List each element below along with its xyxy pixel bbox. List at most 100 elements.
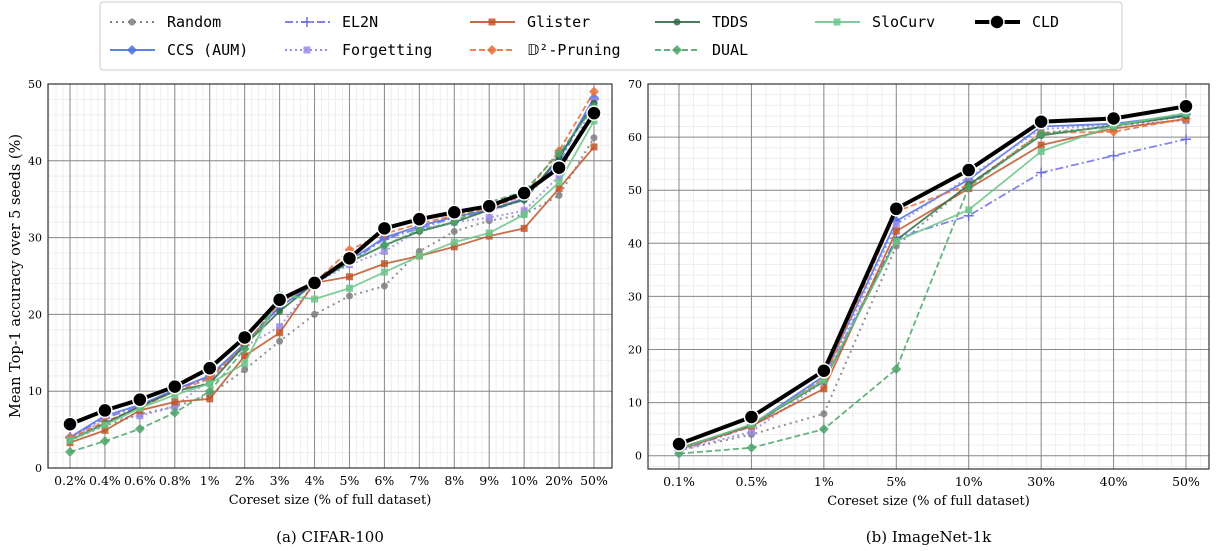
series-tdds [675,112,1190,452]
y-tick-label: 10 [628,397,642,410]
data-point [206,395,214,403]
data-point [136,412,144,420]
data-point [65,446,75,457]
series-line [69,112,596,427]
legend-marker [672,45,682,55]
legend-label: SloCurv [872,13,935,31]
series-line [678,112,1187,450]
data-point [380,268,388,276]
data-point [414,224,425,235]
legend-entry: EL2N [285,13,378,31]
data-point [555,184,563,192]
y-tick-label: 20 [628,344,642,357]
y-tick-label: 50 [628,184,642,197]
data-point [241,352,249,360]
series-line [69,120,595,442]
x-tick-label: 5% [340,473,360,488]
data-point [276,323,284,331]
data-point [743,409,760,425]
x-tick-label: 0.2% [54,473,86,488]
legend-entry: Forgetting [285,41,432,59]
data-point [66,436,74,444]
data-point [1108,150,1119,161]
data-point [551,159,567,176]
series-line [678,117,1187,450]
legend-entry: 𝔻²-Pruning [470,41,621,59]
legend-marker [833,18,841,26]
x-tick-label: 0.6% [124,473,156,488]
data-point [411,211,428,227]
y-tick-label: 30 [28,232,42,245]
series-line [678,114,1187,452]
y-tick-label: 40 [28,155,42,168]
data-point [963,182,974,193]
series-line [69,137,595,442]
data-point [820,410,828,418]
legend-label: 𝔻²-Pruning [527,41,621,59]
data-point [169,407,180,418]
data-point [99,436,110,447]
data-point [520,224,528,232]
legend-label: Forgetting [342,41,432,59]
data-point [671,436,687,452]
data-point [1037,141,1045,149]
y-tick-label: 0 [35,462,42,475]
series-line [678,138,1187,452]
data-point [341,250,358,267]
legend-marker [673,18,681,26]
series-slocurv [675,109,1190,453]
legend-marker [487,45,497,55]
x-axis-label: Coreset size (% of full dataset) [229,493,432,508]
legend-label: DUAL [712,41,748,59]
data-point [62,416,78,432]
x-tick-label: 9% [479,473,499,488]
data-point [204,386,215,397]
data-point [380,282,388,290]
data-point [891,364,902,375]
data-point [446,204,463,221]
data-point [241,360,249,368]
x-tick-label: 20% [545,473,573,488]
data-point [345,292,353,300]
legend-entry: DUAL [655,41,748,59]
data-point [1108,126,1119,137]
data-point [965,206,973,214]
x-tick-label: 3% [270,473,290,488]
data-point [311,310,319,318]
legend-label: CCS (AUM) [167,41,248,59]
data-point [276,307,284,315]
data-point [311,295,319,303]
data-point [306,275,323,291]
data-point [590,134,598,142]
legend-marker [488,18,496,26]
legend-entry: Random [110,13,221,31]
y-tick-label: 50 [28,78,42,91]
data-point [485,214,493,222]
legend-box [99,1,1123,71]
data-point [134,423,145,434]
data-point [1033,113,1049,130]
data-point [132,391,148,408]
series-line [678,113,1187,451]
legend-label: Glister [527,13,590,31]
data-point [171,398,179,406]
series-line [69,100,595,439]
data-point [746,442,757,453]
y-tick-label: 30 [628,290,642,303]
legend-label: TDDS [712,13,748,31]
data-point [586,105,602,121]
legend: Random CCS (AUM) EL2N Forgetting Glister 𝔻²-P… [99,1,1123,71]
x-tick-label: 4% [305,473,325,488]
data-point [1037,147,1045,155]
x-tick-label: 5% [886,474,906,489]
data-point [816,363,832,379]
legend-entry: Glister [470,13,590,31]
legend-label: Random [167,13,221,31]
legend-entry: TDDS [655,13,748,31]
x-tick-label: 50% [1172,474,1200,489]
data-point [206,380,214,388]
data-point [747,428,755,436]
data-point [485,229,493,237]
series-line [678,104,1187,446]
legend-entry: CLD [975,13,1059,31]
